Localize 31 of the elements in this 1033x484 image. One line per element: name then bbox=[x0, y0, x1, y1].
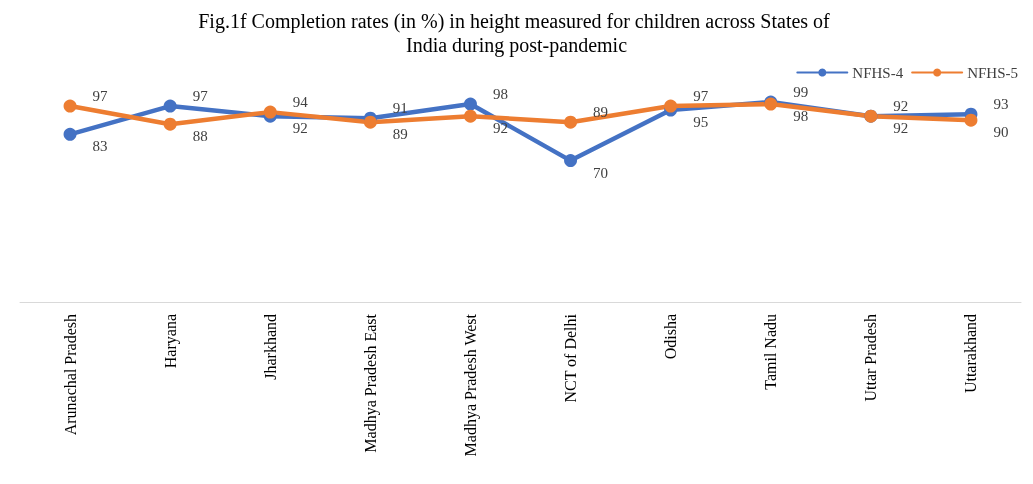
data-label: 90 bbox=[993, 124, 1009, 141]
data-label: 88 bbox=[192, 128, 208, 145]
data-label: 99 bbox=[793, 84, 809, 101]
x-tick-label: Uttar Pradesh bbox=[862, 314, 880, 402]
x-tick-label: Haryana bbox=[161, 314, 180, 369]
chart-title: Fig.1f Completion rates (in %) in height measured for children across States of India during post-pandemic bbox=[198, 10, 835, 57]
data-label: 95 bbox=[693, 114, 709, 131]
data-label: 92 bbox=[292, 120, 308, 137]
data-label: 97 bbox=[192, 88, 209, 105]
data-label: 97 bbox=[693, 88, 709, 105]
data-label: 98 bbox=[492, 86, 508, 103]
x-tick-label: Madhya Pradesh West bbox=[461, 313, 480, 457]
data-label: 89 bbox=[392, 126, 408, 143]
data-label: 94 bbox=[292, 94, 309, 111]
data-label: 83 bbox=[92, 138, 108, 155]
x-tick-label: Uttarakhand bbox=[962, 314, 980, 394]
data-label: 97 bbox=[92, 88, 109, 105]
x-tick-label: Madhya Pradesh East bbox=[361, 313, 380, 453]
x-tick-label: Odisha bbox=[662, 314, 680, 360]
x-tick-label: Jharkhand bbox=[261, 314, 279, 380]
x-tick-label: Tamil Nadu bbox=[762, 314, 780, 390]
data-label: 98 bbox=[793, 108, 809, 125]
x-tick-label: NCT of Delhi bbox=[562, 313, 580, 403]
data-label: 92 bbox=[893, 98, 909, 115]
legend-label: NFHS-5 bbox=[967, 64, 1019, 81]
data-label: 70 bbox=[593, 164, 609, 181]
legend-label: NFHS-4 bbox=[852, 64, 904, 81]
data-label: 92 bbox=[492, 120, 508, 137]
data-label: 92 bbox=[893, 120, 909, 137]
x-tick-label: Arunachal Pradesh bbox=[61, 314, 79, 436]
data-label: 93 bbox=[993, 96, 1009, 113]
